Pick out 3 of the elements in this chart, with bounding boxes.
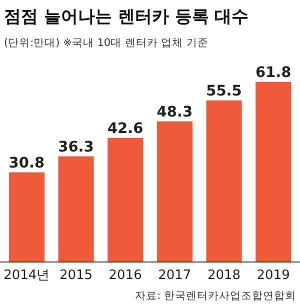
title: 점점 늘어나는 렌터카 등록 대수: [4, 7, 249, 27]
subtitle: (단위:만대) ※국내 10대 렌터카 업체 기준: [4, 37, 209, 49]
annotation: 자료: 한국렌터카사업조합연합회: [135, 290, 296, 302]
